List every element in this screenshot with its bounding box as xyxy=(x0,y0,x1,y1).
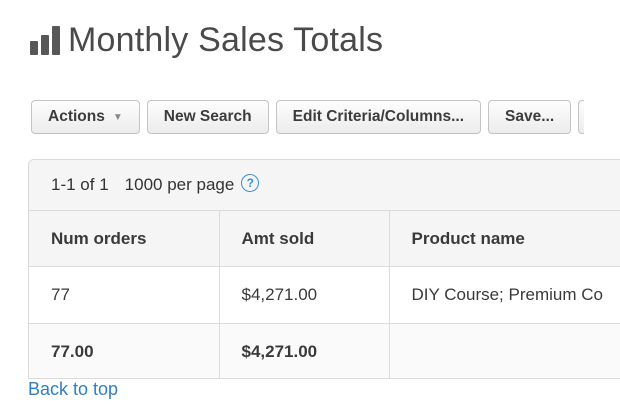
bar-chart-icon xyxy=(30,25,60,55)
edit-criteria-button[interactable]: Edit Criteria/Columns... xyxy=(275,100,482,134)
pager: 1-1 of 1 1000 per page ? xyxy=(29,160,620,211)
page-header: Monthly Sales Totals xyxy=(30,18,383,62)
total-product-name xyxy=(389,323,620,378)
cell-num-orders: 77 xyxy=(29,266,220,324)
per-page-selector[interactable]: 1000 per page xyxy=(124,175,235,194)
totals-row: 77.00 $4,271.00 xyxy=(29,323,620,378)
new-search-button[interactable]: New Search xyxy=(146,100,269,134)
result-range: 1-1 of 1 xyxy=(51,175,109,194)
actions-button[interactable]: Actions ▼ xyxy=(31,100,140,134)
save-button[interactable]: Save... xyxy=(488,100,572,134)
overflow-button[interactable] xyxy=(578,100,585,134)
results-panel: 1-1 of 1 1000 per page ? Num orders Amt … xyxy=(28,159,620,379)
caret-down-icon: ▼ xyxy=(112,111,123,123)
column-header-num-orders[interactable]: Num orders xyxy=(29,211,220,267)
actions-button-label: Actions xyxy=(48,108,105,125)
column-header-amt-sold[interactable]: Amt sold xyxy=(219,211,390,267)
cell-amt-sold: $4,271.00 xyxy=(219,266,390,324)
cell-product-name: DIY Course; Premium Co xyxy=(389,266,620,324)
column-header-product-name[interactable]: Product name xyxy=(389,211,620,267)
total-num-orders: 77.00 xyxy=(29,323,220,378)
table-header-row: Num orders Amt sold Product name xyxy=(29,211,620,267)
page-title: Monthly Sales Totals xyxy=(68,20,384,59)
total-amt-sold: $4,271.00 xyxy=(219,323,390,378)
results-table: Num orders Amt sold Product name 77 $4,2… xyxy=(29,211,620,378)
table-row: 77 $4,271.00 DIY Course; Premium Co xyxy=(29,266,620,324)
toolbar: Actions ▼ New Search Edit Criteria/Colum… xyxy=(31,100,591,134)
back-to-top-link[interactable]: Back to top xyxy=(28,379,119,399)
help-icon[interactable]: ? xyxy=(241,174,260,192)
